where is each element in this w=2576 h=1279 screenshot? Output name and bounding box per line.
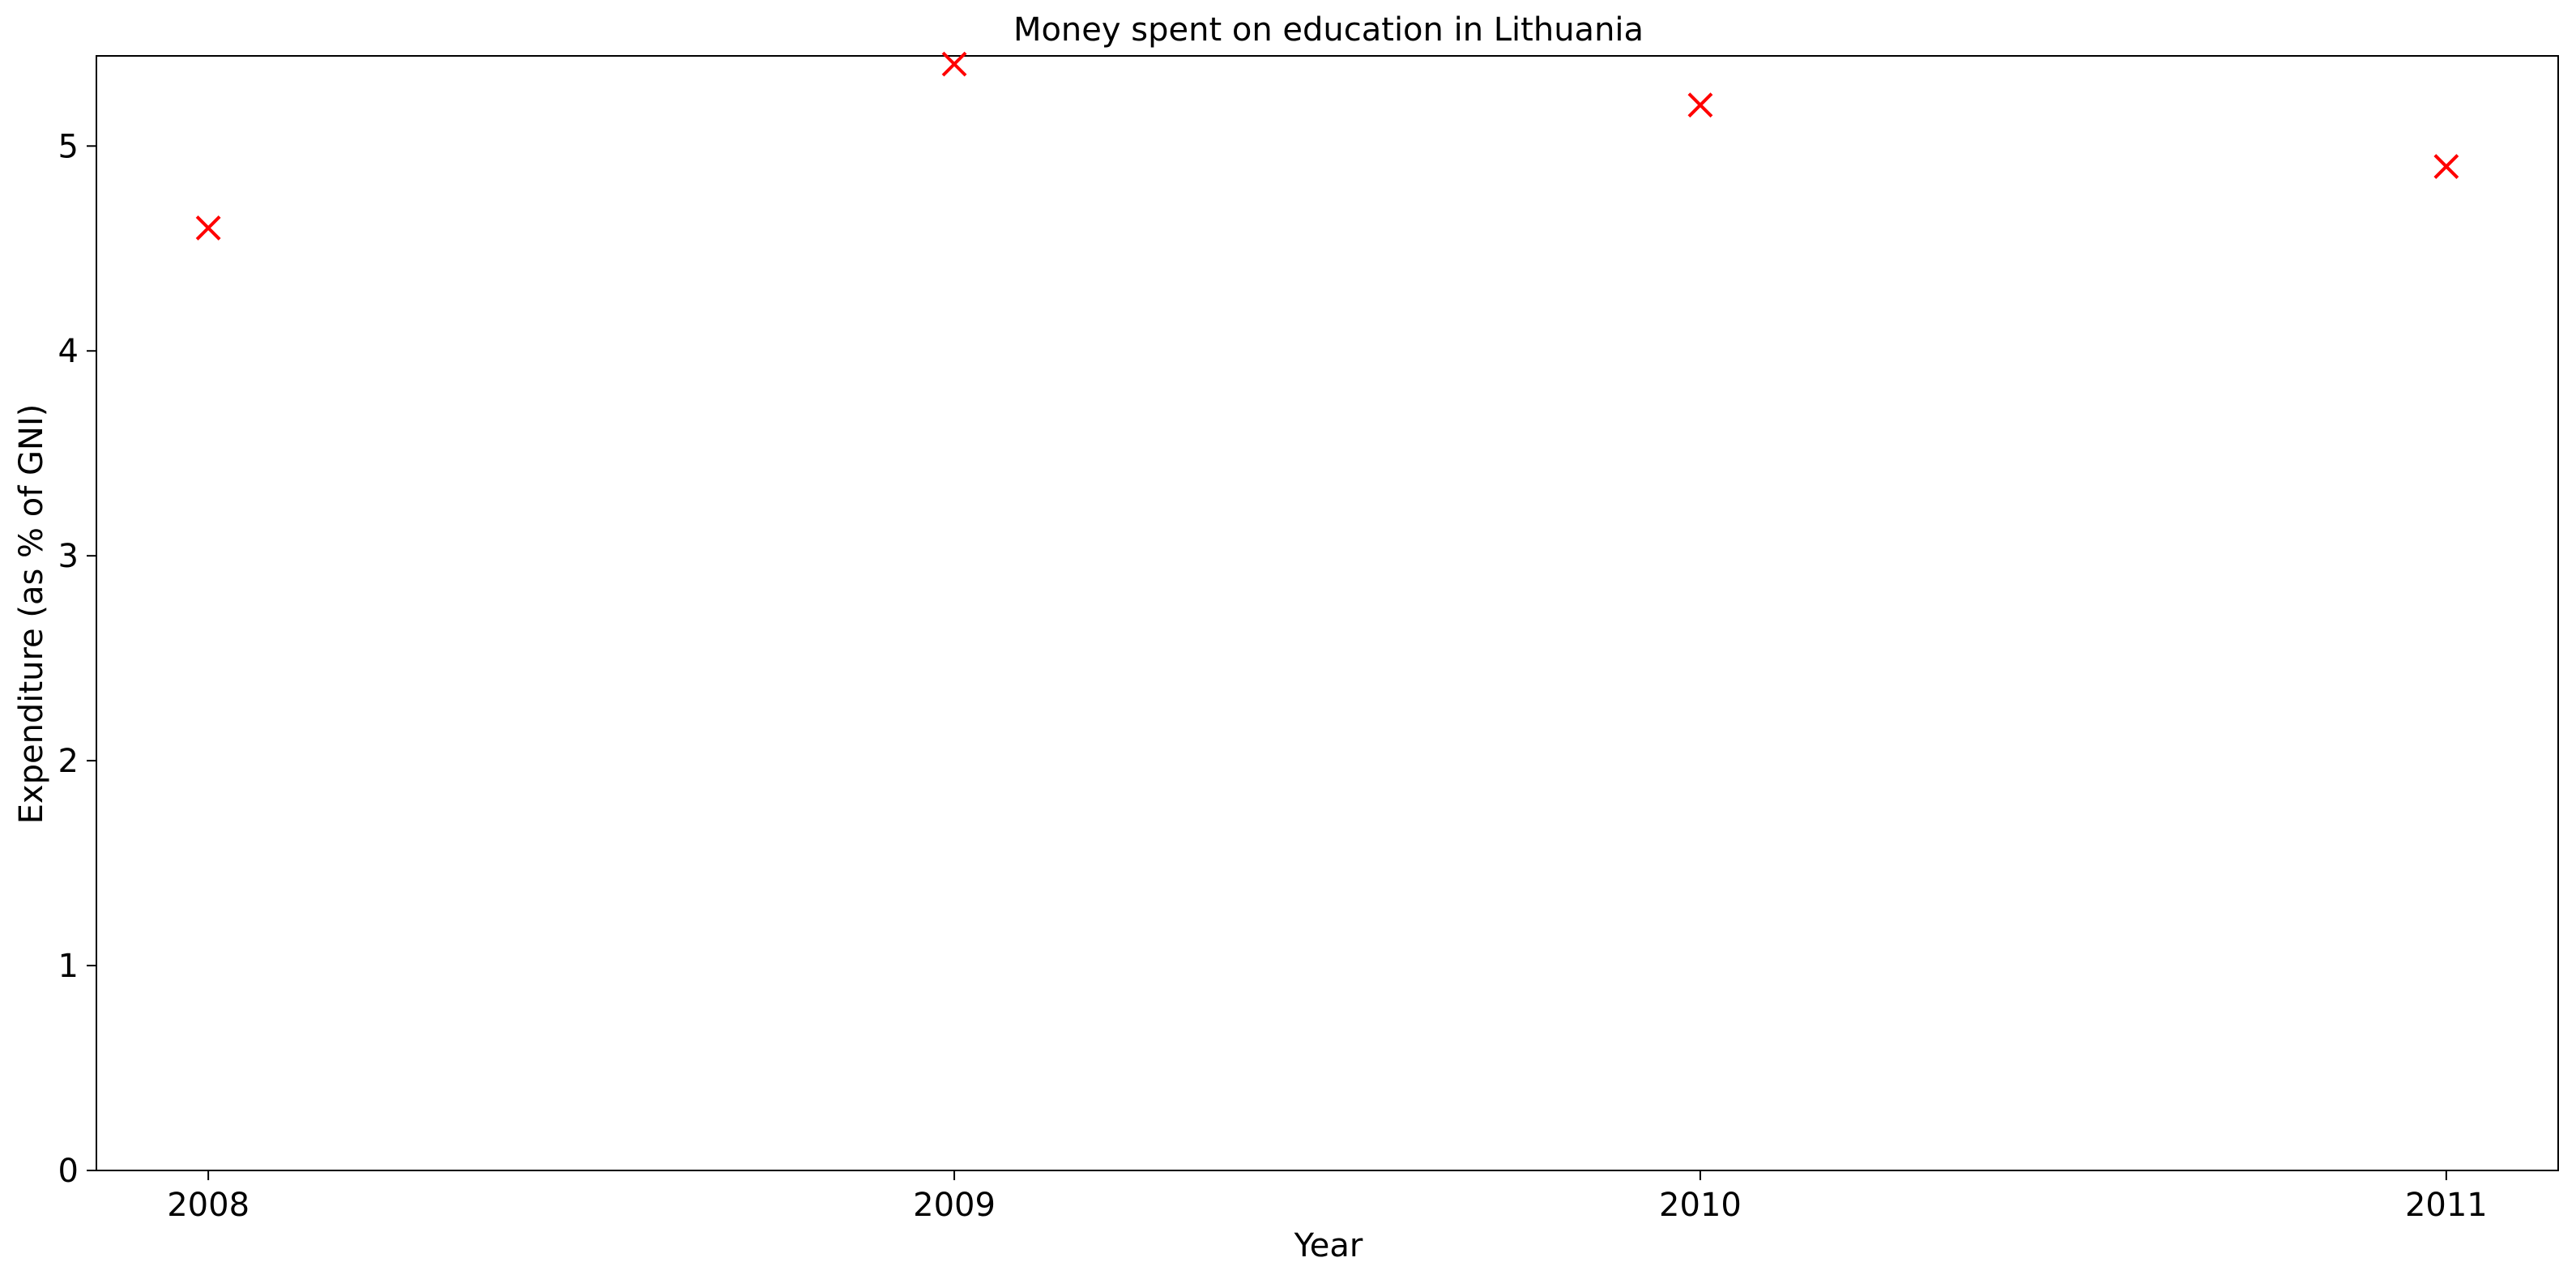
x-axis-label: Year [1294, 1227, 1363, 1264]
x-tick-label: 2009 [913, 1187, 996, 1224]
data-point-marker [1687, 92, 1713, 118]
y-tick-label: 1 [58, 948, 79, 985]
plot-frame [96, 55, 2559, 1171]
y-tick-label: 4 [58, 333, 79, 370]
y-tick-label: 2 [58, 743, 79, 780]
x-tick-label: 2010 [1659, 1187, 1742, 1224]
data-point-marker [2433, 154, 2459, 180]
chart-title: Money spent on education in Lithuania [1013, 11, 1644, 49]
data-point-marker [195, 215, 221, 241]
data-point-marker [941, 51, 967, 77]
y-axis-label: Expenditure (as % of GNI) [13, 404, 50, 825]
y-tick-label: 0 [58, 1153, 79, 1190]
y-tick-label: 5 [58, 128, 79, 165]
plot-area: 2008 2009 2010 2011 0 1 2 3 4 5 [58, 51, 2559, 1224]
x-tick-label: 2011 [2405, 1187, 2488, 1224]
x-tick-label: 2008 [167, 1187, 249, 1224]
y-tick-label: 3 [58, 538, 79, 575]
